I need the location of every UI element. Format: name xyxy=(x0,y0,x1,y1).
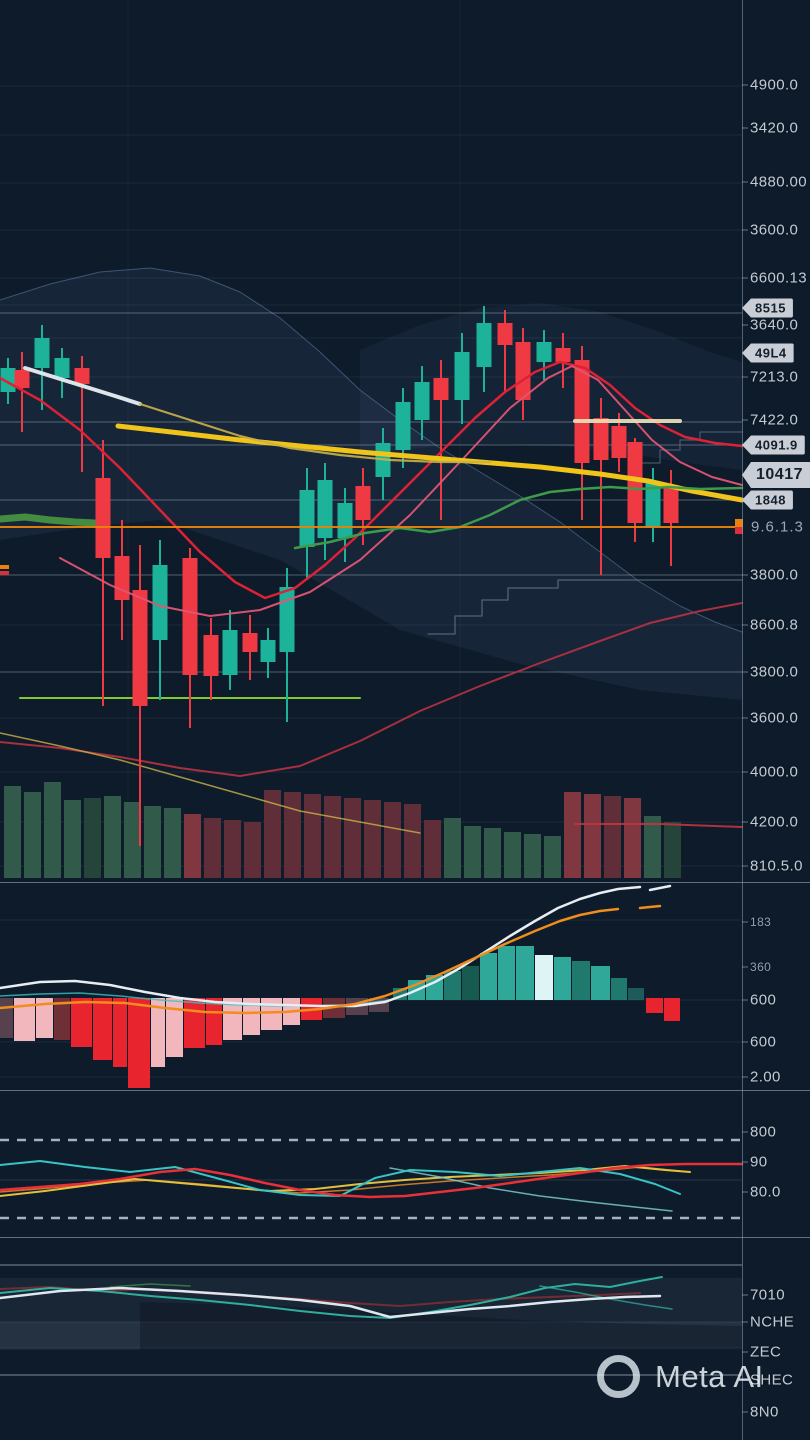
volume-panel xyxy=(4,782,681,878)
price-axis-label: 7213.0 xyxy=(750,368,799,386)
current-price-label: 9.6.1.3 xyxy=(751,518,804,536)
price-axis-label: 3600.0 xyxy=(750,709,799,727)
price-axis-label: 2.00 xyxy=(750,1068,781,1086)
price-badge: 4091.9 xyxy=(742,435,805,455)
price-badge: 10417 xyxy=(742,462,810,488)
price-axis-label: 6600.13 xyxy=(750,269,808,287)
price-axis-label: 600 xyxy=(750,1033,777,1051)
stochastic-panel xyxy=(0,1138,744,1220)
price-axis-label: NCHE xyxy=(750,1313,795,1331)
price-axis-label: 360 xyxy=(750,960,772,974)
price-axis-label: 3640.0 xyxy=(750,316,799,334)
price-axis-label: 4200.0 xyxy=(750,813,799,831)
price-axis-label: 810.5.0 xyxy=(750,857,803,875)
price-axis-label: 80.0 xyxy=(750,1183,781,1201)
price-axis-label: 600 xyxy=(750,991,777,1009)
meta-ai-label: Meta AI xyxy=(655,1358,764,1394)
price-axis-label: 4900.0 xyxy=(750,76,799,94)
price-axis-label: 183 xyxy=(750,915,772,929)
price-axis-label: 3800.0 xyxy=(750,566,799,584)
price-axis[interactable]: 4900.0 3420.0 4880.00 3600.0 6600.13 3640.0 72… xyxy=(742,0,810,1440)
gridlines xyxy=(0,0,742,1376)
meta-ai-watermark: Meta AI xyxy=(597,1355,764,1398)
price-axis-label: 90 xyxy=(750,1153,768,1171)
price-axis-label: 7010 xyxy=(750,1286,785,1304)
macd-panel xyxy=(0,884,680,1088)
price-axis-label: ZEC xyxy=(750,1343,782,1361)
main-price-panel xyxy=(0,306,679,846)
price-axis-label: SHEC xyxy=(750,1371,794,1389)
price-axis-label: 7422.0 xyxy=(750,411,799,429)
moving-averages xyxy=(0,360,745,617)
price-badge: 8515 xyxy=(742,298,793,318)
price-axis-label: 3600.0 xyxy=(750,221,799,239)
price-axis-label: 4880.00 xyxy=(750,173,808,191)
price-axis-label: 8N0 xyxy=(750,1403,779,1421)
bottom-indicator-panel xyxy=(0,1276,742,1350)
price-axis-label: 3800.0 xyxy=(750,663,799,681)
meta-ai-logo-icon xyxy=(597,1355,640,1398)
price-axis-label: 800 xyxy=(750,1123,777,1141)
price-badge: 1848 xyxy=(742,490,793,510)
price-badge: 49L4 xyxy=(742,343,794,363)
price-axis-label: 8600.8 xyxy=(750,616,799,634)
price-axis-label: 3420.0 xyxy=(750,119,799,137)
price-axis-label: 4000.0 xyxy=(750,763,799,781)
